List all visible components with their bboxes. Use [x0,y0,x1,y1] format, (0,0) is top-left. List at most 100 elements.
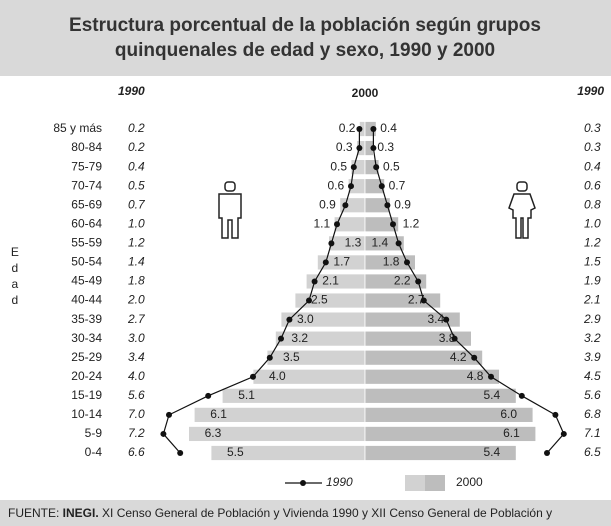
value-label: 0.6 [584,178,601,192]
line-point [378,183,385,190]
female-icon [508,181,536,239]
bar [266,349,366,366]
line-point [306,297,312,304]
line-point [370,126,377,132]
value-label: 3.9 [584,350,601,364]
data-label: 3.0 [297,312,314,326]
category-label: 40-44 [71,293,102,307]
line-point [322,259,329,266]
data-label: 4.8 [467,369,484,383]
data-label: 1.7 [333,255,350,269]
data-label: 2.7 [408,293,425,307]
line-point [350,164,357,171]
line-point [544,450,550,456]
data-label: 2.1 [322,274,339,288]
legend-swatch [405,475,425,491]
category-label: 80-84 [71,140,102,154]
line-point [518,392,525,399]
data-label: 3.8 [439,331,456,345]
value-label: 6.8 [584,407,601,421]
title-band [0,0,611,76]
bar [364,406,534,423]
line-point [451,335,458,342]
legend-label: 1990 [326,475,353,489]
legend-swatch [425,475,445,491]
value-label: 1.4 [128,255,145,269]
value-label: 1.5 [584,255,601,269]
legend-label: 2000 [456,475,483,489]
bar [364,445,517,461]
line-point [404,259,410,266]
value-label: 3.4 [128,350,145,364]
value-label: 1.8 [128,274,145,288]
line-point [328,240,335,247]
data-label: 6.3 [205,426,222,440]
category-label: 75-79 [71,159,102,173]
data-label: 0.9 [319,197,336,211]
line-point [160,430,167,437]
line-series [372,129,565,454]
bar [364,330,472,347]
value-label: 2.0 [127,293,145,307]
value-label: 7.1 [584,426,601,440]
line-point [420,297,427,304]
line-point [166,411,172,418]
data-label: 3.2 [291,331,308,345]
data-label: 5.4 [484,388,501,402]
category-label: 35-39 [71,312,102,326]
value-label: 2.1 [583,293,601,307]
data-label: 0.7 [389,178,406,192]
data-label: 0.6 [328,178,345,192]
y-axis-label: Edad [8,245,22,309]
value-label: 0.3 [584,140,601,154]
data-label: 1.4 [372,236,389,250]
value-label: 4.5 [584,369,601,383]
data-label: 0.3 [336,140,353,154]
data-label: 1.2 [403,216,420,230]
value-label: 1.0 [584,216,601,230]
bar [364,216,399,233]
data-label: 3.5 [283,350,300,364]
column-header: 2000 [352,86,379,100]
data-label: 2.5 [311,293,328,307]
category-label: 60-64 [71,216,102,230]
column-header: 1990 [577,84,604,98]
line-point [177,450,184,456]
source-text: FUENTE: [8,506,63,520]
value-label: 0.2 [128,121,145,135]
line-point [286,316,293,323]
line-point [471,354,478,361]
category-label: 15-19 [71,388,102,402]
value-label: 0.2 [128,140,145,154]
bar [364,254,416,271]
line-point [560,430,567,437]
value-label: 7.0 [128,407,145,421]
bar [364,426,537,442]
category-label: 25-29 [71,350,102,364]
bar [280,311,366,328]
source-text: XI Censo General de Población y Vivienda… [99,506,552,520]
category-label: 55-59 [71,236,102,250]
value-label: 0.5 [128,178,145,192]
source-band [0,500,611,526]
line-point [370,145,377,152]
bar [364,368,500,385]
value-label: 0.8 [584,197,601,211]
data-label: 0.9 [394,197,411,211]
data-label: 5.5 [227,445,244,459]
data-label: 1.8 [383,255,400,269]
value-label: 3.0 [128,331,145,345]
category-label: 10-14 [71,407,102,421]
value-label: 1.2 [584,236,601,250]
line-point [311,278,318,285]
data-label: 3.4 [428,312,445,326]
line-point [373,164,380,171]
value-label: 2.7 [127,312,146,326]
category-label: 45-49 [71,274,102,288]
data-label: 0.5 [383,159,400,173]
line-point [205,392,212,399]
line-point [488,373,494,380]
category-label: 70-74 [71,178,102,192]
value-label: 0.4 [584,159,601,173]
data-label: 1.1 [314,216,331,230]
